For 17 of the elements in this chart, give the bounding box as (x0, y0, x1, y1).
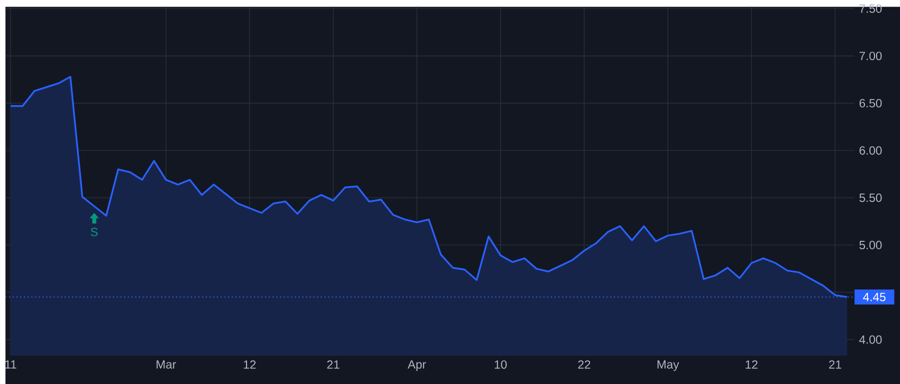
y-tick-label: 6.50 (860, 98, 882, 108)
x-tick-label: 21 (829, 360, 842, 368)
x-tick-label: 12 (746, 360, 758, 368)
x-tick-label: May (658, 360, 680, 371)
y-tick-label: 6.00 (860, 146, 882, 154)
x-tick-label: 10 (494, 360, 507, 369)
ref-line-label: 4.45 (863, 292, 886, 301)
y-tick-label: 5.50 (859, 193, 882, 202)
y-tick-label: 7.00 (860, 51, 882, 60)
x-tick-label: 21 (327, 360, 340, 368)
x-tick-label: Mar (156, 360, 176, 368)
x-tick-label: 22 (578, 360, 590, 368)
y-tick-label: 4.00 (859, 335, 882, 344)
x-tick-label: Apr (408, 360, 426, 371)
y-tick-label: 5.00 (859, 240, 882, 250)
annotation: S (90, 227, 98, 236)
x-tick-label: 12 (244, 360, 256, 368)
